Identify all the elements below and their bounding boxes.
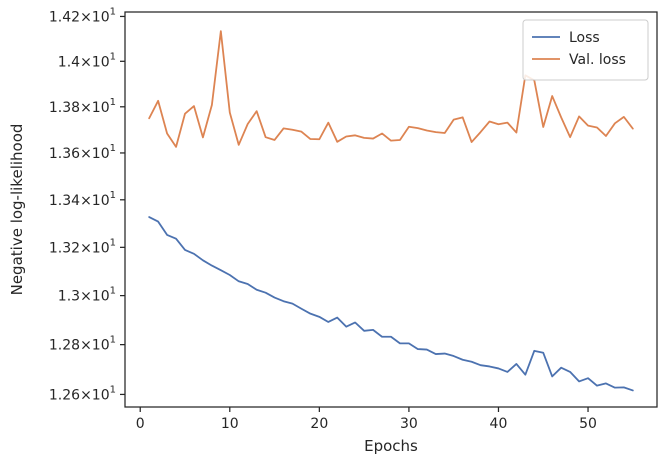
y-tick-base: 10 <box>92 338 110 354</box>
series-line-1 <box>148 30 634 148</box>
y-tick-exp: 1 <box>110 237 116 248</box>
plot-frame <box>124 11 658 408</box>
y-tick-sep: × <box>80 338 92 354</box>
y-tick-mantissa: 1.36 <box>49 146 80 162</box>
legend-box <box>522 19 649 81</box>
y-tick-mantissa: 1.28 <box>49 338 80 354</box>
x-tick-label: 10 <box>221 416 239 432</box>
y-tick-exp: 1 <box>110 384 116 395</box>
legend-label: Loss <box>569 30 600 46</box>
y-tick-exp: 1 <box>110 143 116 154</box>
y-tick-base: 10 <box>92 387 110 403</box>
y-tick-exp: 1 <box>110 286 116 297</box>
y-tick-sep: × <box>80 193 92 209</box>
y-tick-base: 10 <box>92 100 110 116</box>
y-tick-base: 10 <box>92 146 110 162</box>
y-tick-mantissa: 1.34 <box>49 193 80 209</box>
y-tick-label: 1.32×101 <box>49 237 116 256</box>
y-tick-mantissa: 1.26 <box>49 387 80 403</box>
y-tick-label: 1.34×101 <box>49 190 116 209</box>
y-tick-label: 1.42×101 <box>49 6 116 25</box>
y-tick-base: 10 <box>92 9 110 25</box>
y-tick-label: 1.28×101 <box>49 335 116 354</box>
y-tick-exp: 1 <box>110 97 116 108</box>
y-tick-sep: × <box>80 387 92 403</box>
x-axis-label: Epochs <box>364 437 418 455</box>
y-tick-base: 10 <box>92 240 110 256</box>
y-axis: 1.26×1011.28×1011.3×1011.32×1011.34×1011… <box>49 6 125 403</box>
y-tick-exp: 1 <box>110 190 116 201</box>
x-tick-label: 50 <box>579 416 597 432</box>
y-tick-sep: × <box>80 146 92 162</box>
x-tick-label: 30 <box>400 416 418 432</box>
y-tick-base: 10 <box>92 193 110 209</box>
plot-area <box>124 11 658 408</box>
y-tick-sep: × <box>80 9 92 25</box>
y-tick-exp: 1 <box>110 335 116 346</box>
series-line-0 <box>148 216 634 392</box>
y-tick-base: 10 <box>92 289 110 305</box>
y-tick-sep: × <box>80 100 92 116</box>
x-tick-label: 0 <box>136 416 145 432</box>
y-tick-mantissa: 1.32 <box>49 240 80 256</box>
y-tick-sep: × <box>80 289 92 305</box>
y-tick-label: 1.3×101 <box>58 286 116 305</box>
legend: Loss Val. loss <box>522 19 649 81</box>
x-tick-label: 20 <box>310 416 328 432</box>
y-tick-mantissa: 1.38 <box>49 100 80 116</box>
y-tick-base: 10 <box>92 54 110 70</box>
y-tick-exp: 1 <box>110 6 116 17</box>
y-tick-label: 1.38×101 <box>49 97 116 116</box>
y-tick-label: 1.26×101 <box>49 384 116 403</box>
y-tick-label: 1.4×101 <box>58 51 116 70</box>
x-tick-label: 40 <box>490 416 508 432</box>
legend-label: Val. loss <box>569 52 626 68</box>
y-tick-exp: 1 <box>110 51 116 62</box>
y-tick-mantissa: 1.42 <box>49 9 80 25</box>
y-tick-mantissa: 1.4 <box>58 54 80 70</box>
y-axis-label: Negative log-likelihood <box>8 124 26 296</box>
y-tick-label: 1.36×101 <box>49 143 116 162</box>
y-tick-sep: × <box>80 240 92 256</box>
x-axis: 0 10 20 30 40 50 <box>136 407 597 432</box>
y-tick-sep: × <box>80 54 92 70</box>
y-tick-mantissa: 1.3 <box>58 289 80 305</box>
series-layer <box>148 30 634 392</box>
